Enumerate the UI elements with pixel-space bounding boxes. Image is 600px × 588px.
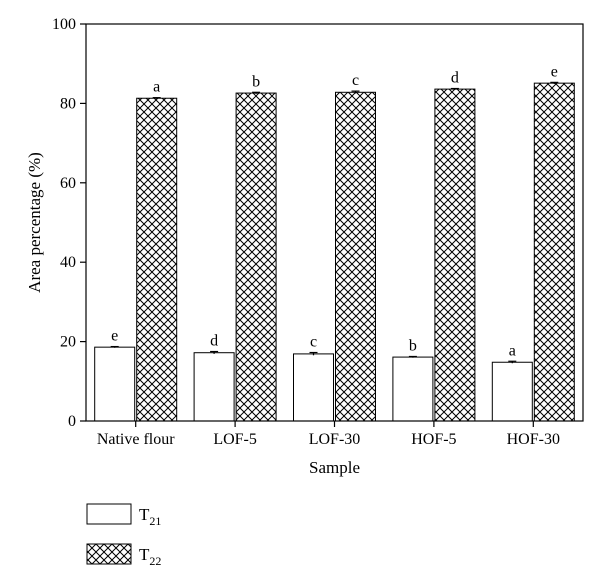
significance-letter: c	[310, 334, 317, 351]
bar-t22-4	[434, 88, 476, 422]
bar-t22-5	[533, 82, 575, 422]
bars-layer	[94, 82, 575, 422]
significance-letter: e	[551, 63, 558, 80]
legend-swatch-t21	[86, 503, 132, 525]
significance-letter: b	[409, 337, 417, 354]
x-tick-label: Native flour	[97, 431, 175, 448]
y-tick-label: 80	[60, 95, 76, 112]
bar-t22-2	[235, 92, 277, 422]
legend-swatch-t22	[86, 543, 132, 565]
significance-letter: d	[210, 333, 218, 350]
bar-t21-4	[392, 356, 434, 422]
error-bars-layer	[110, 81, 559, 364]
x-tick-label: HOF-5	[411, 431, 456, 448]
significance-letter: a	[509, 342, 516, 359]
significance-letter: a	[153, 79, 160, 96]
significance-letter: e	[111, 328, 118, 345]
x-tick-label: LOF-30	[309, 431, 361, 448]
bar-t21-5	[491, 361, 533, 422]
y-tick-label: 60	[60, 175, 76, 192]
significance-letter: c	[352, 72, 359, 89]
bar-t22-3	[335, 91, 376, 422]
x-axis-label: Sample	[309, 458, 360, 477]
bar-t21-3	[293, 353, 334, 422]
x-tick-label: HOF-30	[507, 431, 560, 448]
x-axis: Native flour LOF-5 LOF-30 HOF-5 HOF-30	[97, 421, 560, 448]
significance-letter: b	[252, 73, 260, 90]
y-axis-label: Area percentage (%)	[25, 152, 44, 293]
y-tick-label: 100	[52, 16, 76, 33]
legend: T21 T22	[86, 503, 161, 568]
y-tick-label: 20	[60, 334, 76, 351]
significance-letters-layer: e a d b c c b d a e	[111, 63, 558, 359]
x-tick-label: LOF-5	[213, 431, 257, 448]
bar-t21-2	[193, 352, 235, 422]
bar-t21-1	[94, 346, 136, 422]
y-tick-label: 40	[60, 254, 76, 271]
y-axis: 0 20 40 60 80 100	[52, 16, 86, 430]
legend-label-t21: T21	[139, 505, 161, 528]
legend-label-t22: T22	[139, 545, 161, 568]
bar-t22-1	[136, 97, 178, 422]
y-tick-label: 0	[68, 413, 76, 430]
significance-letter: d	[451, 70, 459, 87]
